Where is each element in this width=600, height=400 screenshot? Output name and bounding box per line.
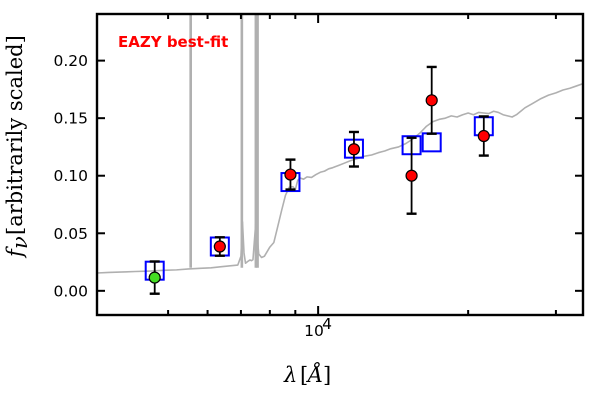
observed-photometry-point [405, 169, 418, 182]
x-axis-tick-labels: 104 [304, 315, 332, 340]
observed-photometry-point [213, 240, 226, 253]
observed-photometry-point [148, 271, 161, 284]
y-tick-label: 0.15 [53, 110, 88, 128]
svg-text:Å: Å [305, 362, 323, 387]
y-tick-label: 0.10 [53, 167, 88, 185]
y-tick-label: 0.00 [53, 282, 88, 300]
x-axis-title: λ [ Å ] [283, 362, 331, 387]
observed-photometry-points [148, 65, 490, 295]
svg-text:]: ] [323, 363, 331, 387]
y-axis-title: f ν [arbitrarily scaled] [3, 35, 32, 259]
observed-photometry-point [347, 143, 361, 156]
svg-text:ν: ν [8, 236, 32, 249]
data-layer [97, 14, 583, 295]
svg-text:[arbitrarily scaled]: [arbitrarily scaled] [3, 35, 27, 235]
y-tick-label: 0.05 [53, 225, 88, 243]
observed-photometry-point [425, 94, 438, 107]
svg-text:f: f [3, 246, 27, 259]
eazy-best-fit-annotation: EAZY best-fit [118, 33, 228, 51]
svg-text:λ: λ [283, 363, 297, 387]
y-tick-label: 0.20 [53, 52, 88, 70]
y-axis-tick-labels: 0.00 0.05 0.10 0.15 0.20 [53, 52, 88, 300]
best-fit-spectrum-line [97, 82, 583, 274]
x-tick-label: 104 [304, 315, 332, 340]
observed-photometry-point [477, 129, 490, 143]
svg-text:[: [ [300, 363, 308, 387]
y-axis-ticks [97, 59, 583, 292]
axes-frame [95, 12, 585, 317]
x-tick-label-text: 10 [304, 322, 324, 340]
observed-photometry-point [284, 168, 297, 181]
x-tick-label-exponent: 4 [322, 315, 332, 333]
